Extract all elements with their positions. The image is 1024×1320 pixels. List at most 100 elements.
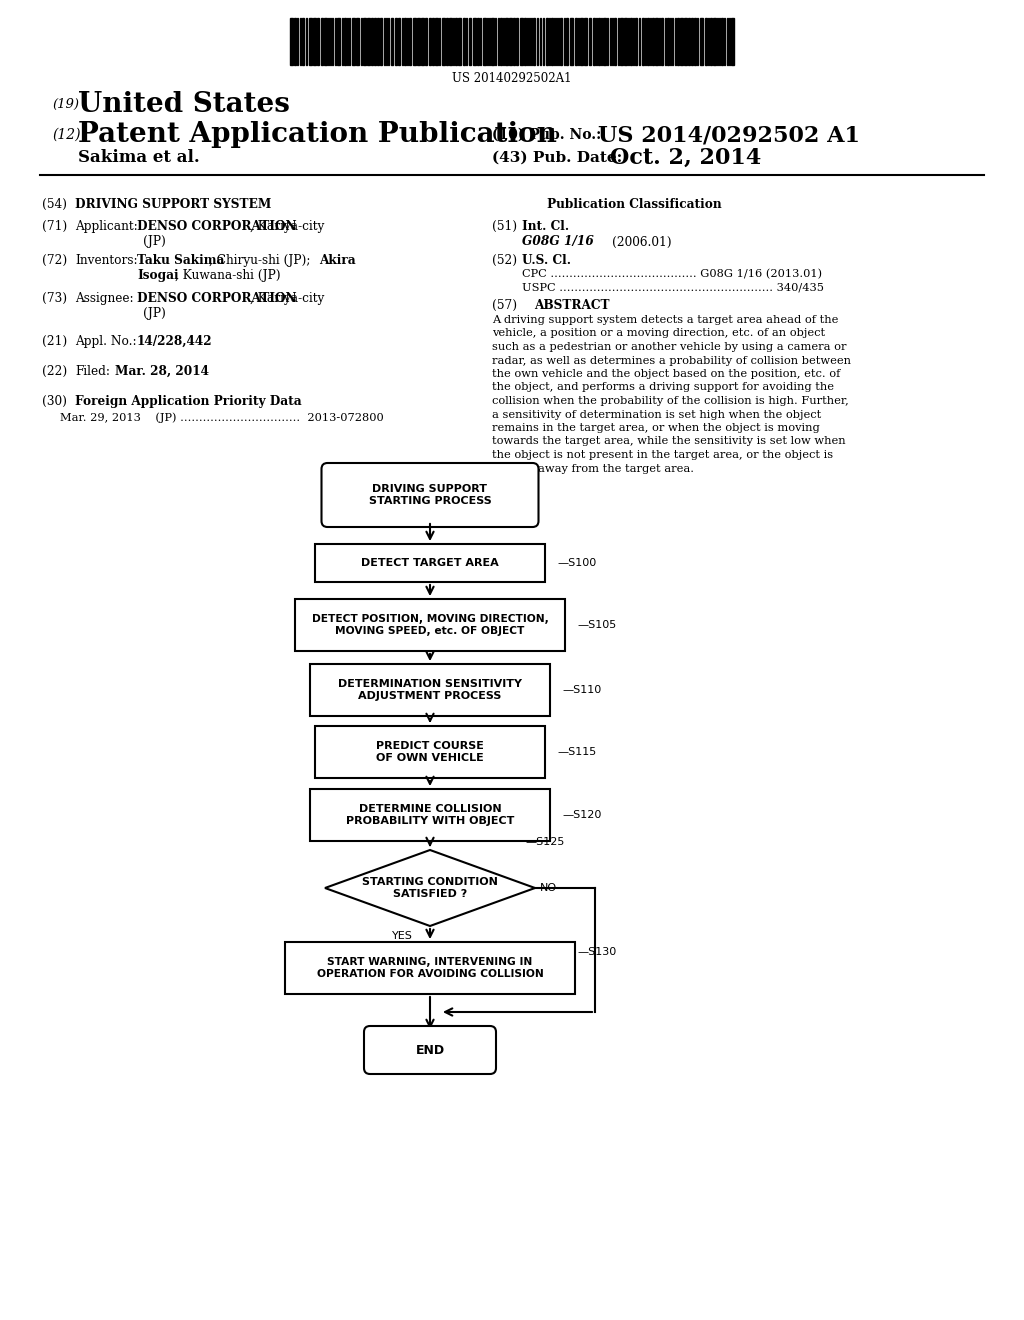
Bar: [315, 544, 545, 582]
Text: the own vehicle and the object based on the position, etc. of: the own vehicle and the object based on …: [492, 370, 841, 379]
Bar: [560, 18, 562, 65]
Text: , Kariya-city: , Kariya-city: [250, 292, 325, 305]
Text: DRIVING SUPPORT
STARTING PROCESS: DRIVING SUPPORT STARTING PROCESS: [369, 484, 492, 506]
Bar: [469, 18, 471, 65]
Bar: [356, 18, 359, 65]
FancyBboxPatch shape: [322, 463, 539, 527]
Text: , Kariya-city: , Kariya-city: [250, 220, 325, 234]
Bar: [630, 18, 632, 65]
Text: Filed:: Filed:: [75, 366, 110, 378]
Text: Int. Cl.: Int. Cl.: [522, 220, 569, 234]
Bar: [691, 18, 693, 65]
Text: START WARNING, INTERVENING IN
OPERATION FOR AVOIDING COLLISION: START WARNING, INTERVENING IN OPERATION …: [316, 957, 544, 979]
Bar: [377, 18, 379, 65]
Bar: [509, 18, 512, 65]
Bar: [635, 18, 637, 65]
Text: , Chiryu-shi (JP);: , Chiryu-shi (JP);: [209, 253, 314, 267]
Text: a sensitivity of determination is set high when the object: a sensitivity of determination is set hi…: [492, 409, 821, 420]
Bar: [352, 18, 355, 65]
Text: Applicant:: Applicant:: [75, 220, 138, 234]
Bar: [483, 18, 486, 65]
Text: DENSO CORPORATION: DENSO CORPORATION: [137, 220, 297, 234]
Text: DETECT POSITION, MOVING DIRECTION,
MOVING SPEED, etc. OF OBJECT: DETECT POSITION, MOVING DIRECTION, MOVIN…: [311, 614, 549, 636]
Text: PREDICT COURSE
OF OWN VEHICLE: PREDICT COURSE OF OWN VEHICLE: [376, 742, 484, 763]
Bar: [642, 18, 644, 65]
Text: Mar. 28, 2014: Mar. 28, 2014: [115, 366, 209, 378]
Bar: [598, 18, 600, 65]
Text: (51): (51): [492, 220, 517, 234]
Bar: [524, 18, 526, 65]
Bar: [455, 18, 457, 65]
Text: (12): (12): [52, 128, 81, 143]
Text: Inventors:: Inventors:: [75, 253, 137, 267]
Bar: [647, 18, 649, 65]
Bar: [313, 18, 316, 65]
Bar: [309, 18, 312, 65]
Text: —S115: —S115: [557, 747, 596, 756]
Text: Assignee:: Assignee:: [75, 292, 133, 305]
Bar: [429, 18, 431, 65]
Text: collision when the probability of the collision is high. Further,: collision when the probability of the co…: [492, 396, 849, 407]
Text: END: END: [416, 1044, 444, 1056]
Bar: [395, 18, 397, 65]
Bar: [694, 18, 696, 65]
Polygon shape: [325, 850, 535, 927]
Text: A driving support system detects a target area ahead of the: A driving support system detects a targe…: [492, 315, 839, 325]
Bar: [417, 18, 420, 65]
Text: (72): (72): [42, 253, 68, 267]
Text: (2006.01): (2006.01): [612, 235, 672, 248]
Text: (71): (71): [42, 220, 68, 234]
Bar: [731, 18, 734, 65]
Text: (30): (30): [42, 395, 67, 408]
Bar: [500, 18, 502, 65]
Bar: [321, 18, 323, 65]
Text: radar, as well as determines a probability of collision between: radar, as well as determines a probabili…: [492, 355, 851, 366]
Bar: [458, 18, 461, 65]
Bar: [721, 18, 723, 65]
Text: —S130: —S130: [577, 946, 616, 957]
Text: STARTING CONDITION
SATISFIED ?: STARTING CONDITION SATISFIED ?: [362, 878, 498, 899]
Bar: [477, 18, 479, 65]
Bar: [315, 726, 545, 777]
Bar: [534, 18, 535, 65]
Bar: [285, 942, 575, 994]
Text: CPC ....................................... G08G 1/16 (2013.01): CPC ....................................…: [522, 268, 822, 279]
Bar: [575, 18, 577, 65]
Text: Sakima et al.: Sakima et al.: [78, 149, 200, 166]
Bar: [680, 18, 683, 65]
Text: DETERMINATION SENSITIVITY
ADJUSTMENT PROCESS: DETERMINATION SENSITIVITY ADJUSTMENT PRO…: [338, 680, 522, 701]
Bar: [374, 18, 376, 65]
Bar: [449, 18, 452, 65]
Bar: [593, 18, 595, 65]
Text: (73): (73): [42, 292, 68, 305]
Text: vehicle, a position or a moving direction, etc. of an object: vehicle, a position or a moving directio…: [492, 329, 825, 338]
Bar: [505, 18, 508, 65]
Text: (57): (57): [492, 300, 517, 312]
Text: U.S. Cl.: U.S. Cl.: [522, 253, 571, 267]
Text: (JP): (JP): [143, 235, 166, 248]
Bar: [302, 18, 304, 65]
Text: United States: United States: [78, 91, 290, 117]
Bar: [667, 18, 669, 65]
Bar: [310, 664, 550, 715]
Text: (54): (54): [42, 198, 67, 211]
Bar: [294, 18, 296, 65]
Bar: [705, 18, 707, 65]
Bar: [295, 599, 565, 651]
Bar: [520, 18, 523, 65]
FancyBboxPatch shape: [364, 1026, 496, 1074]
Bar: [570, 18, 573, 65]
Text: 14/228,442: 14/228,442: [137, 335, 213, 348]
Bar: [446, 18, 449, 65]
Text: —S125: —S125: [525, 837, 564, 847]
Bar: [513, 18, 515, 65]
Bar: [603, 18, 606, 65]
Bar: [421, 18, 424, 65]
Text: Oct. 2, 2014: Oct. 2, 2014: [610, 147, 761, 169]
Text: Mar. 29, 2013    (JP) ................................  2013-072800: Mar. 29, 2013 (JP) .....................…: [60, 412, 384, 422]
Text: towards the target area, while the sensitivity is set low when: towards the target area, while the sensi…: [492, 437, 846, 446]
Text: such as a pedestrian or another vehicle by using a camera or: such as a pedestrian or another vehicle …: [492, 342, 847, 352]
Bar: [584, 18, 587, 65]
Text: DRIVING SUPPORT SYSTEM: DRIVING SUPPORT SYSTEM: [75, 198, 271, 211]
Text: (43) Pub. Date:: (43) Pub. Date:: [492, 150, 623, 165]
